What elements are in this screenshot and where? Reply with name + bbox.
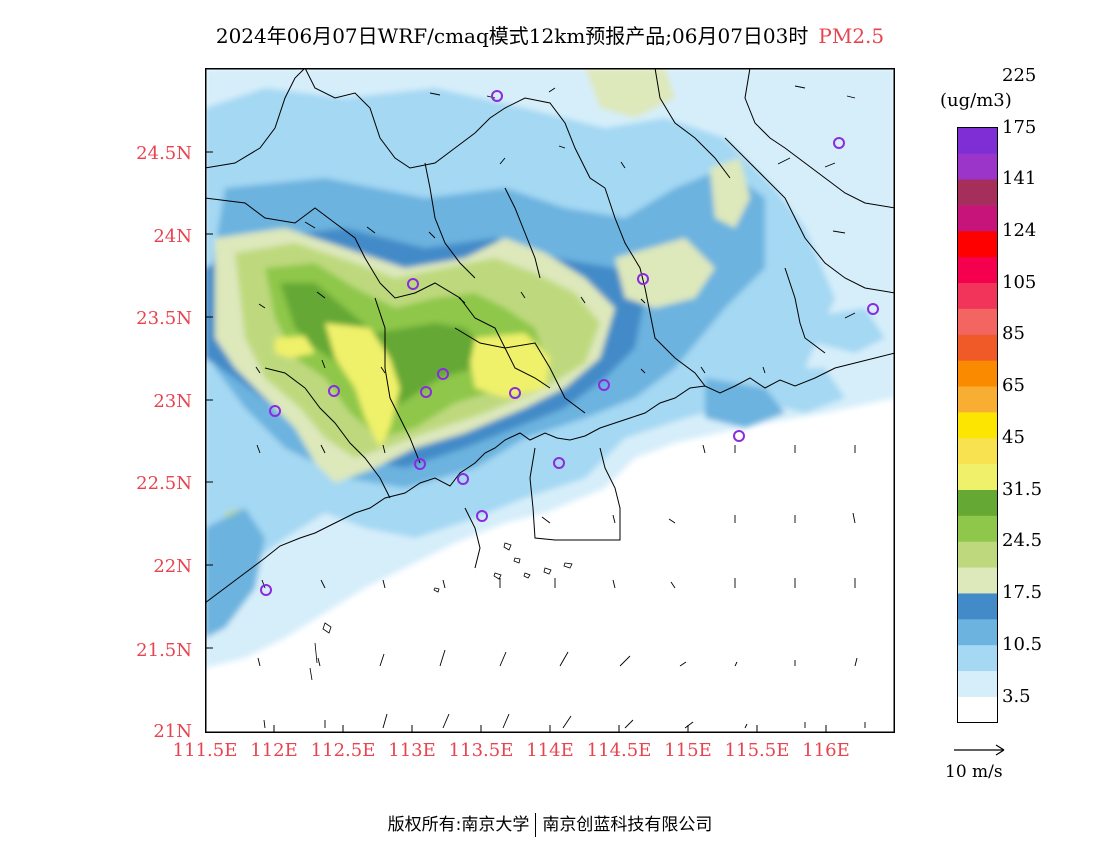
colorbar-swatch (957, 256, 998, 284)
colorbar-swatch (957, 593, 998, 620)
colorbar-label: 124 (1002, 219, 1037, 241)
footer-right: 南京创蓝科技有限公司 (542, 815, 713, 835)
colorbar-swatch (957, 386, 998, 413)
footer: 版权所有:南京大学 南京创蓝科技有限公司 (0, 810, 1100, 837)
colorbar-label: 45 (1002, 426, 1025, 448)
colorbar-swatch (957, 489, 998, 516)
y-tick-label: 22N (153, 556, 192, 577)
colorbar-label: 17.5 (1002, 582, 1043, 604)
coastline (205, 68, 895, 604)
colorbar-label: 10.5 (1002, 633, 1043, 655)
colorbar-swatch (957, 567, 998, 594)
islands (309, 542, 573, 681)
chart-title: 2024年06月07日WRF/cmaq模式12km预报产品;06月07日03时 P… (0, 20, 1100, 49)
colorbar-label: 175 (1002, 116, 1037, 138)
colorbar (957, 127, 998, 723)
y-tick-label: 23.5N (136, 308, 192, 329)
wind-vectors (255, 85, 866, 729)
colorbar-label: 3.5 (1002, 685, 1031, 707)
footer-divider (535, 813, 537, 837)
x-tick-label: 112E (250, 740, 298, 761)
x-tick-label: 113E (388, 740, 436, 761)
colorbar-label: 105 (1002, 271, 1037, 293)
colorbar-swatch (957, 463, 998, 490)
x-tick-label: 114.5E (586, 740, 652, 761)
colorbar-label: 65 (1002, 375, 1025, 397)
station-markers (260, 90, 879, 596)
colorbar-label: 85 (1002, 323, 1025, 345)
y-tick-label: 21.5N (136, 640, 192, 661)
wind-reference-arrow (954, 744, 1005, 756)
x-tick-label: 112.5E (310, 740, 376, 761)
pm25-map (205, 68, 895, 733)
colorbar-swatch (957, 515, 998, 542)
x-tick-label: 113.5E (448, 740, 514, 761)
y-tick-label: 21N (153, 721, 192, 742)
axis-ticks (205, 151, 827, 733)
colorbar-label: 225 (1002, 64, 1037, 86)
colorbar-label: 24.5 (1002, 530, 1043, 552)
wind-reference-label: 10 m/s (945, 762, 1003, 782)
x-tick-label: 114E (526, 740, 574, 761)
x-tick-label: 115.5E (724, 740, 790, 761)
colorbar-swatch (957, 696, 998, 723)
x-tick-label: 111.5E (172, 740, 238, 761)
colorbar-swatch (957, 153, 998, 180)
map-frame (205, 68, 895, 733)
colorbar-swatch (957, 541, 998, 568)
footer-left: 版权所有:南京大学 (387, 815, 530, 835)
colorbar-swatch (957, 670, 998, 697)
colorbar-swatch (957, 127, 998, 154)
colorbar-label: 31.5 (1002, 478, 1043, 500)
colorbar-swatch (957, 308, 998, 335)
colorbar-swatch (957, 230, 998, 258)
title-main: 2024年06月07日WRF/cmaq模式12km预报产品;06月07日03时 (215, 24, 809, 48)
y-tick-label: 23N (153, 391, 192, 412)
colorbar-swatch (957, 412, 998, 439)
y-tick-label: 22.5N (136, 473, 192, 494)
colorbar-swatch (957, 644, 998, 672)
colorbar-swatch (957, 437, 998, 465)
x-tick-label: 115E (664, 740, 712, 761)
colorbar-swatch (957, 334, 998, 361)
colorbar-swatch (957, 360, 998, 387)
colorbar-swatch (957, 619, 998, 646)
title-variable: PM2.5 (818, 24, 885, 48)
colorbar-label: 141 (1002, 168, 1037, 190)
colorbar-swatch (957, 205, 998, 232)
x-tick-label: 116E (802, 740, 850, 761)
y-tick-label: 24N (153, 226, 192, 247)
y-tick-label: 24.5N (136, 143, 192, 164)
colorbar-unit: (ug/m3) (940, 90, 1012, 111)
colorbar-swatch (957, 179, 998, 206)
colorbar-swatch (957, 282, 998, 309)
